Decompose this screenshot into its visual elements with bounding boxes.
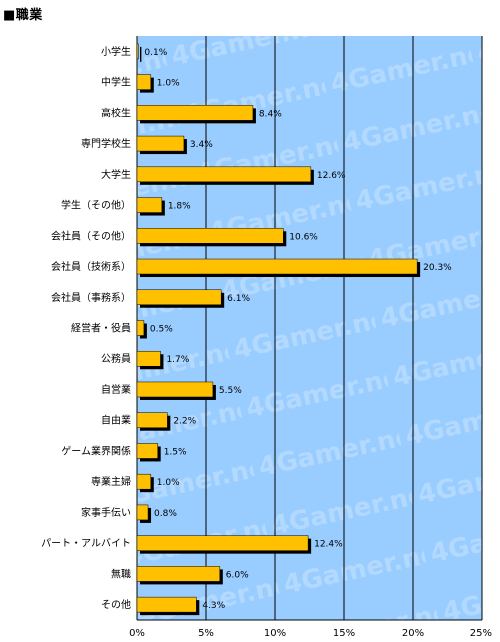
value-label: 1.0% [157, 478, 180, 488]
x-tick-label: 5% [198, 628, 214, 639]
bar [136, 166, 312, 183]
value-label: 2.2% [173, 417, 196, 427]
value-label: 3.4% [190, 140, 213, 150]
bar [136, 320, 145, 336]
value-label: 1.7% [166, 355, 189, 365]
category-label: 家事手伝い [81, 506, 131, 519]
bar [136, 258, 418, 275]
category-label: 学生（その他） [61, 199, 131, 212]
value-label: 0.5% [150, 325, 173, 335]
value-label: 1.8% [168, 202, 191, 212]
category-label: 会社員（技術系） [51, 260, 131, 273]
x-tick-label: 10% [264, 628, 286, 639]
category-label: パート・アルバイト [41, 538, 131, 550]
x-tick-label: 0% [129, 628, 145, 639]
bar-shadow [140, 46, 142, 62]
category-label: 公務員 [101, 352, 131, 365]
value-label: 6.0% [226, 570, 249, 580]
value-label: 20.3% [423, 263, 452, 273]
category-label: 自由業 [101, 414, 131, 427]
category-label: 大学生 [101, 168, 131, 181]
x-tick-label: 15% [333, 628, 355, 639]
category-label: その他 [101, 598, 131, 611]
category-label: 会社員（事務系） [51, 291, 131, 304]
category-label: 中学生 [101, 76, 131, 89]
value-label: 4.3% [202, 601, 225, 611]
bar [136, 135, 185, 152]
bar [136, 197, 163, 213]
category-label: ゲーム業界関係 [61, 444, 131, 457]
value-label: 1.5% [164, 447, 187, 457]
value-label: 12.6% [317, 171, 346, 181]
bars: 0.1% 1.0% 8.4% 3.4% 12.6% 1.8% 10.6% 20.3% 6.1% 0… [136, 43, 452, 616]
x-tick-labels: 0% 5% 10% 15% 20% 25% [129, 628, 492, 639]
bar [136, 381, 214, 398]
bar [136, 443, 158, 459]
category-label: 無職 [111, 567, 131, 580]
category-label: 会社員（その他） [51, 229, 131, 242]
bar [136, 566, 221, 582]
bar [136, 74, 152, 90]
bar [136, 289, 222, 306]
value-label: 8.4% [259, 109, 282, 119]
bar [136, 412, 168, 428]
category-label: 自営業 [101, 383, 131, 396]
value-label: 10.6% [289, 232, 318, 242]
bar [136, 504, 149, 521]
value-label: 1.0% [157, 79, 180, 89]
chart-title: ■職業 [3, 8, 43, 23]
category-label: 専門学校生 [81, 137, 131, 150]
bar [136, 473, 152, 490]
category-label: 小学生 [101, 45, 131, 58]
value-label: 12.4% [314, 540, 343, 550]
value-label: 6.1% [227, 294, 250, 304]
bar [136, 350, 161, 367]
value-label: 0.8% [154, 509, 177, 519]
bar [136, 596, 197, 613]
bar [136, 228, 284, 244]
value-label: 5.5% [219, 386, 242, 396]
x-tick-label: 20% [402, 628, 424, 639]
category-label: 高校生 [101, 106, 131, 119]
x-tick-label: 25% [470, 628, 492, 639]
watermark [137, 36, 482, 620]
bar [136, 535, 309, 551]
bar [136, 43, 139, 60]
category-label: 専業主婦 [91, 475, 131, 488]
category-label: 経営者・役員 [71, 322, 131, 335]
value-label: 0.1% [144, 48, 167, 58]
bar [136, 105, 254, 121]
